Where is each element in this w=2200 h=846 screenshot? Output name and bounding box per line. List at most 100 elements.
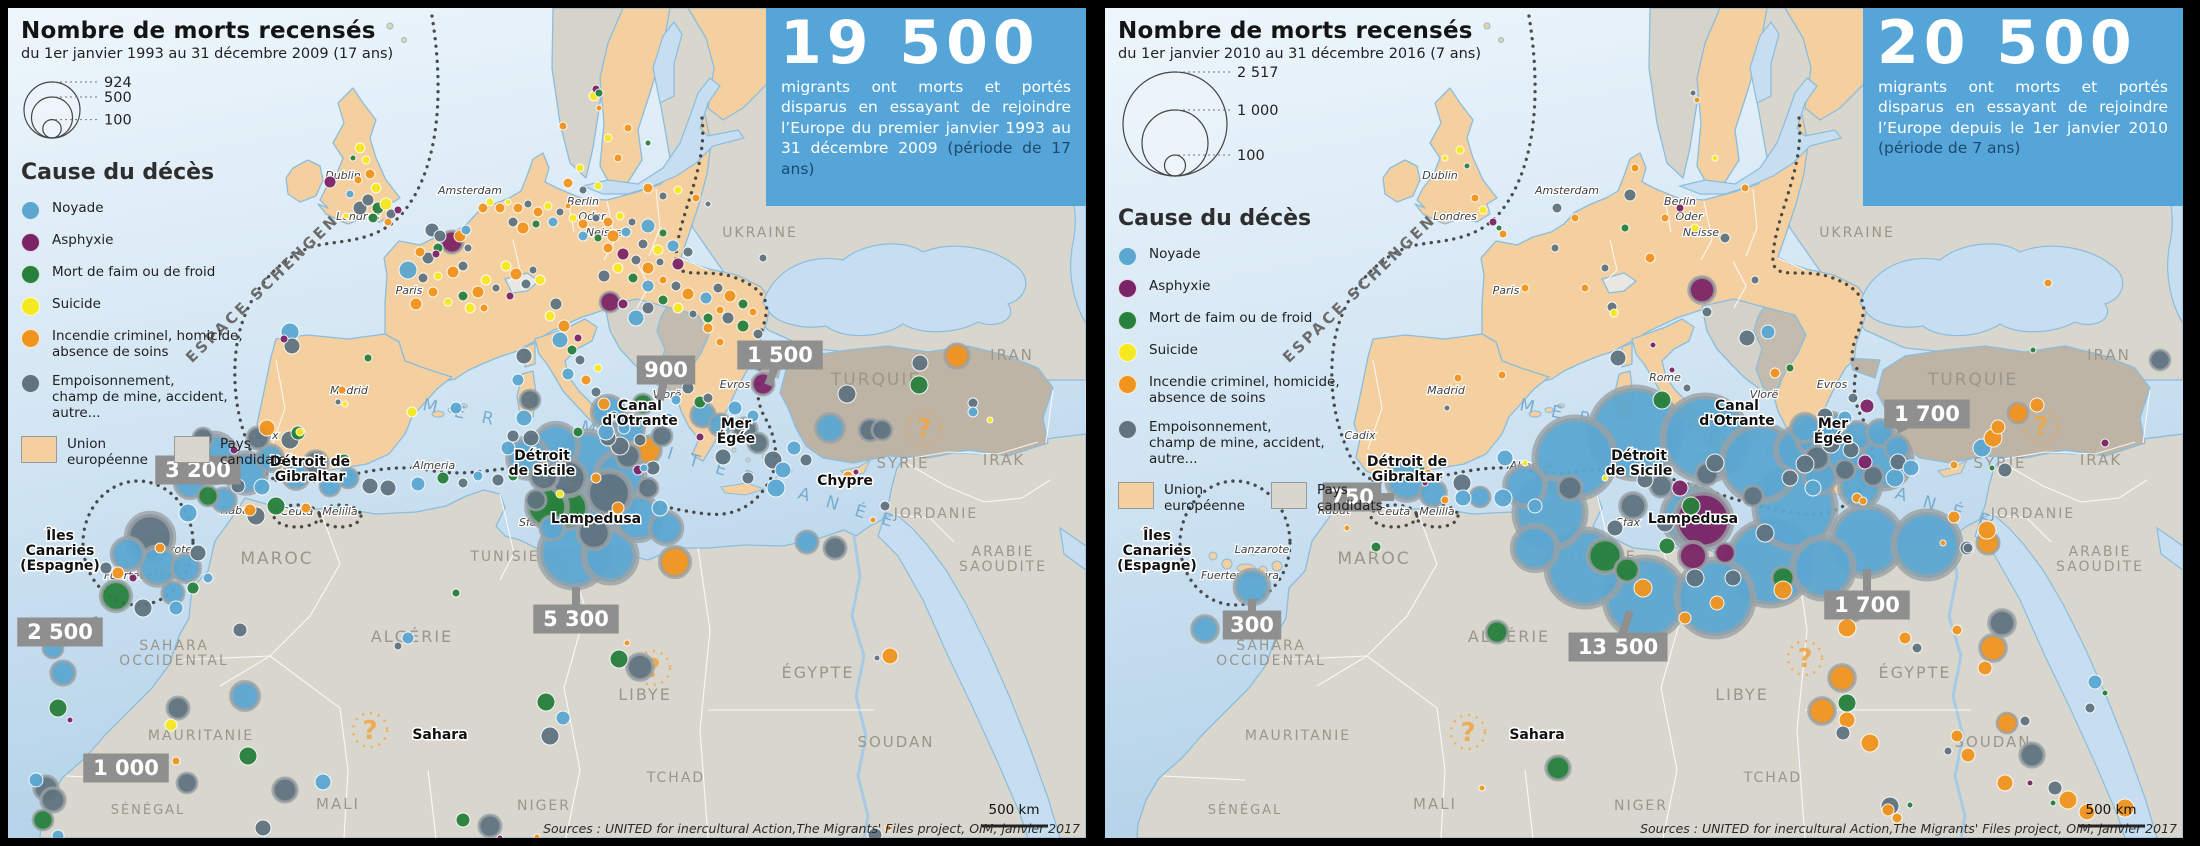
death-circle-asphyxie — [1668, 366, 1676, 374]
death-circle-faim-froid — [1658, 537, 1676, 555]
death-circle-empoisonnement — [1689, 89, 1697, 97]
legend-item-label: Empoisonnement, champ de mine, accident,… — [52, 372, 228, 421]
death-circle-noyade — [1885, 468, 1905, 488]
death-circle-faim-froid — [1785, 363, 1795, 373]
death-circle-incendie — [1520, 283, 1530, 293]
death-circle-suicide — [379, 197, 393, 211]
death-circle-asphyxie — [496, 834, 504, 838]
death-circle-faim-froid — [48, 698, 68, 718]
death-circle-incendie — [562, 177, 574, 189]
death-circle-empoisonnement — [518, 388, 542, 412]
death-circle-noyade — [1493, 488, 1513, 508]
death-circle-faim-froid — [1585, 536, 1625, 576]
death-circle-empoisonnement — [540, 726, 560, 746]
scale-bar: 500 km — [982, 802, 1048, 828]
death-circle-noyade — [699, 291, 713, 305]
country-label: SAHARA OCCIDENTAL — [119, 638, 229, 669]
place-label: Sahara — [1509, 727, 1564, 743]
death-count-tag: 2 500 — [27, 620, 93, 644]
death-circle-suicide — [612, 262, 624, 274]
legend-heading: Cause du décès — [21, 160, 215, 185]
death-circle-incendie — [1497, 370, 1507, 380]
death-circle-incendie — [611, 501, 625, 515]
city-label: Berlin — [567, 195, 599, 208]
death-circle-empoisonnement — [1738, 329, 1756, 347]
zone-legend: Union européenne Pays candidats — [1118, 481, 1383, 514]
legend-item-faim_froid: Mort de faim ou de froid — [1118, 310, 1368, 330]
death-circle-noyade — [670, 394, 682, 406]
death-circle-asphyxie — [2100, 438, 2110, 448]
death-circle-empoisonnement — [361, 477, 379, 495]
death-circle-empoisonnement — [597, 269, 611, 283]
death-circle-suicide — [504, 198, 512, 206]
death-circle-incendie — [1949, 460, 1959, 470]
death-circle-faim-froid — [594, 88, 604, 98]
death-circle-noyade — [449, 401, 463, 415]
city-label: Dublin — [1422, 169, 1458, 182]
death-circle-empoisonnement — [911, 354, 929, 372]
death-circle-faim-froid — [658, 228, 668, 238]
death-circle-incendie — [1580, 283, 1590, 293]
death-circle-incendie — [1860, 733, 1880, 753]
death-circle-empoisonnement — [379, 479, 397, 497]
death-circle-empoisonnement — [721, 311, 735, 325]
death-circle-suicide — [1649, 466, 1657, 474]
city-label: Amsterdam — [437, 184, 502, 197]
sources-note: Sources : UNITED for inercultural Action… — [1640, 821, 2177, 836]
death-circle-faim-froid — [238, 746, 258, 766]
death-circle-suicide — [361, 155, 371, 165]
place-label: Canal d'Otrante — [1699, 398, 1774, 429]
map-panel-1993-2009: MAROCALGÉRIETUNISIELIBYEÉGYPTESOUDANTCHA… — [8, 8, 1086, 838]
size-legend-value: 2 517 — [1237, 65, 1279, 81]
death-circle-incendie — [300, 502, 312, 514]
death-circle-suicide — [1441, 154, 1449, 162]
death-circle-empoisonnement — [636, 476, 660, 500]
death-circle-noyade — [627, 309, 645, 327]
legend-item-asphyxie: Asphyxie — [1118, 278, 1368, 298]
death-circle-asphyxie — [128, 573, 138, 583]
death-circle-empoisonnement — [741, 471, 755, 485]
death-circle-noyade — [178, 503, 198, 523]
legend-item-label: Suicide — [1149, 342, 1198, 358]
death-circle-incendie — [171, 756, 181, 766]
death-circle-noyade — [967, 406, 979, 418]
death-circle-empoisonnement — [630, 254, 642, 266]
death-circle-empoisonnement — [393, 641, 403, 651]
death-circle-empoisonnement — [1847, 392, 1859, 404]
country-label: SÉNÉGAL — [111, 802, 186, 818]
country-label: MAROC — [1337, 549, 1410, 569]
size-legend-value: 100 — [104, 113, 132, 129]
death-circle-noyade — [401, 631, 415, 645]
legend-item-label: Asphyxie — [1149, 278, 1211, 294]
country-label: UKRAINE — [722, 225, 798, 241]
death-circle-asphyxie — [671, 257, 685, 271]
death-count-tag-box — [1222, 610, 1282, 640]
death-circle-faim-froid — [367, 212, 379, 224]
death-circle-empoisonnement — [575, 514, 613, 552]
death-circle-empoisonnement — [1842, 441, 1860, 459]
death-circle-faim-froid — [1370, 541, 1382, 553]
death-circle-incendie — [1950, 729, 1964, 743]
death-circle-empoisonnement — [712, 282, 724, 294]
death-circle-noyade — [577, 230, 589, 242]
death-circle-empoisonnement — [870, 418, 894, 442]
death-circle-empoisonnement — [1636, 471, 1654, 489]
death-circle-incendie — [1827, 663, 1857, 693]
death-circle-incendie — [1453, 373, 1463, 383]
death-count-tag-box — [636, 355, 696, 385]
map-subtitle: du 1er janvier 2010 au 31 décembre 2016 … — [1118, 46, 1481, 62]
country-label: UKRAINE — [1819, 225, 1895, 241]
legend-item-suicide: Suicide — [1118, 342, 1368, 362]
death-circle-noyade — [160, 580, 186, 606]
death-circle-incendie — [1881, 803, 1895, 817]
death-circle-incendie — [383, 217, 393, 227]
country-label: SYRIE — [876, 454, 929, 472]
city-label: Cadix — [1345, 429, 1376, 442]
death-circle-incendie — [532, 206, 544, 218]
death-circle-empoisonnement — [2084, 702, 2096, 714]
country-label: MAROC — [240, 549, 313, 569]
asphyxie-color-dot — [1118, 279, 1137, 298]
death-circle-empoisonnement — [1701, 306, 1713, 318]
city-label: Ceuta — [1378, 505, 1411, 518]
death-circle-incendie — [943, 342, 971, 370]
